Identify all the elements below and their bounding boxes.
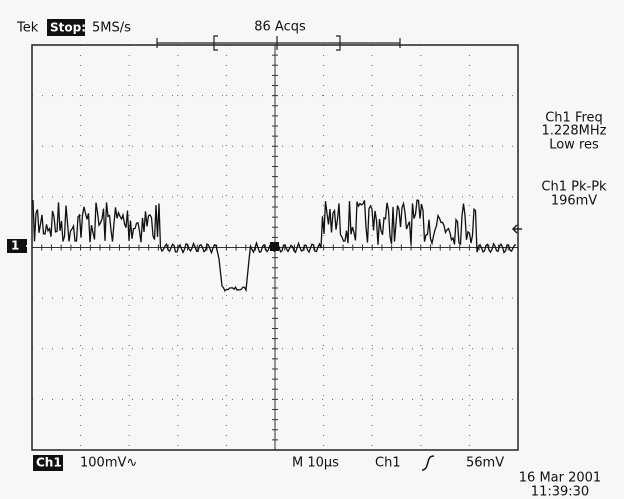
date: 16 Mar 2001 (519, 471, 601, 486)
measurement-label: Ch1 Pk-Pk (541, 180, 607, 195)
measurement-value: 196mV (551, 194, 597, 209)
trigger-level: 56mV (466, 456, 504, 471)
acquisitions: 86 Acqs (254, 20, 306, 35)
time: 11:39:30 (531, 485, 589, 499)
brand: Tek (16, 21, 39, 36)
background (0, 0, 624, 499)
timebase: M 10µs (292, 456, 339, 471)
sample-rate: 5MS/s (92, 21, 131, 36)
measurement-value: 1.228MHz (541, 124, 606, 139)
channel: Ch1 (36, 456, 62, 470)
trigger-source: Ch1 (375, 456, 401, 471)
scope-screen: Tek Stop: 5MS/s 86 Acqs 1 Ch1 Freq 1.228… (0, 0, 624, 499)
vertical-scale: 100mV∿ (80, 456, 137, 471)
center-marker (270, 242, 279, 251)
state: Stop: (50, 21, 86, 35)
measurement-note: Low res (549, 138, 599, 153)
ground-marker: 1 (11, 239, 19, 253)
